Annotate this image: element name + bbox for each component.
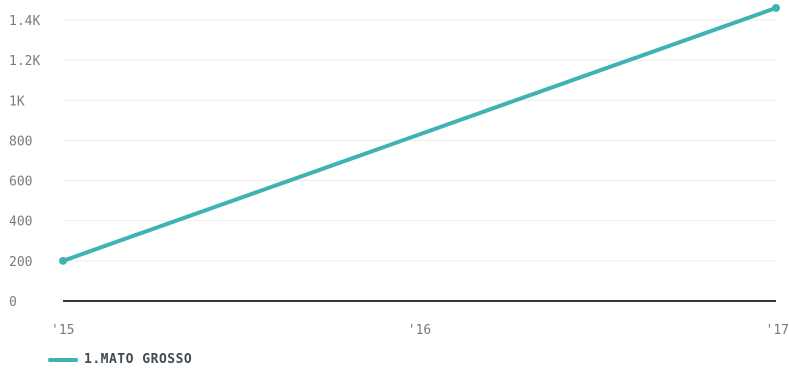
legend: 1.MATO GROSSO [48, 352, 192, 367]
x-axis: '15 '16 '17 [51, 300, 789, 338]
y-tick-label: 0 [9, 295, 17, 310]
y-axis: 0 200 400 600 800 1K 1.2K 1.4K [9, 14, 40, 310]
y-tick-label: 800 [9, 134, 32, 149]
y-tick-label: 1.4K [9, 14, 40, 29]
series-layer [59, 3, 780, 265]
y-tick-label: 400 [9, 215, 32, 230]
y-tick-label: 600 [9, 175, 32, 190]
legend-swatch [48, 357, 78, 362]
x-tick-label: '15 [51, 323, 74, 338]
y-tick-label: 1.2K [9, 54, 40, 69]
y-tick-label: 1K [9, 94, 25, 109]
x-tick-label: '16 [408, 323, 431, 338]
y-tick-label: 200 [9, 255, 32, 270]
series-line [61, 5, 778, 263]
x-tick-label: '17 [766, 323, 789, 338]
data-point[interactable] [59, 256, 67, 265]
data-point[interactable] [772, 3, 780, 12]
legend-label: 1.MATO GROSSO [84, 352, 193, 367]
